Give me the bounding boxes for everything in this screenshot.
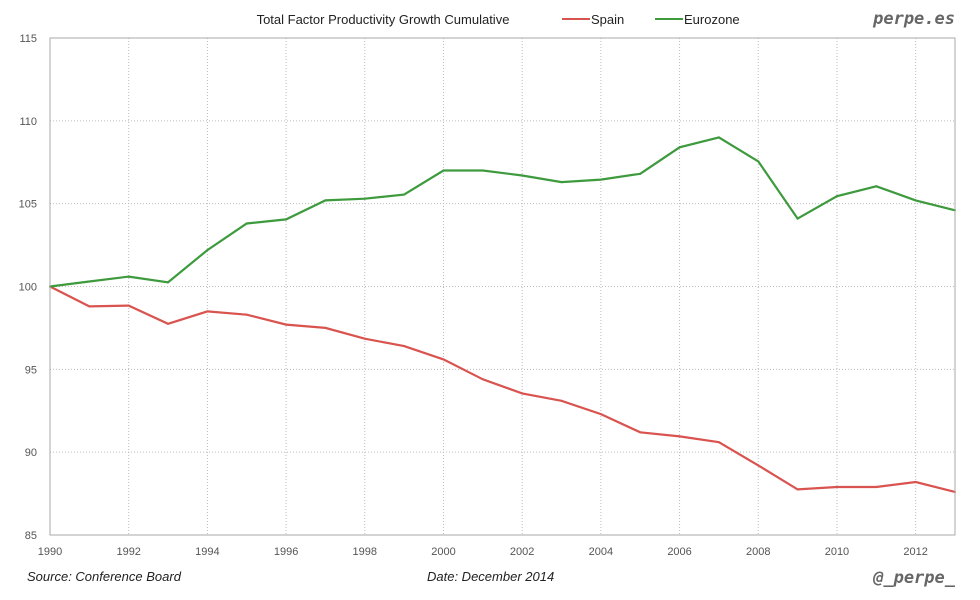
data-point-eurozone [167, 281, 170, 284]
data-point-spain [285, 323, 288, 326]
data-point-spain [914, 480, 917, 483]
data-point-eurozone [875, 185, 878, 188]
x-axis: 1990 1992 1994 1996 1998 2000 2002 2004 2006 2008… [38, 546, 928, 558]
data-point-eurozone [757, 160, 760, 163]
data-point-eurozone [678, 146, 681, 149]
data-point-spain [324, 326, 327, 329]
data-point-spain [521, 392, 524, 395]
data-point-spain [717, 441, 720, 444]
data-point-spain [363, 337, 366, 340]
data-point-spain [403, 345, 406, 348]
data-point-eurozone [599, 178, 602, 181]
x-tick-label: 1996 [274, 546, 298, 558]
data-point-eurozone [324, 199, 327, 202]
data-point-eurozone [245, 222, 248, 225]
data-point-spain [875, 485, 878, 488]
data-point-spain [127, 304, 130, 307]
series-line-eurozone [49, 136, 956, 288]
x-tick-label: 2002 [510, 546, 534, 558]
legend-label-spain: Spain [591, 12, 624, 27]
data-point-spain [599, 413, 602, 416]
handle-watermark: @_perpe_ [872, 568, 956, 588]
plot-frame [49, 37, 956, 536]
data-point-eurozone [88, 280, 91, 283]
data-point-spain [206, 310, 209, 313]
y-tick-label: 90 [25, 447, 37, 459]
data-point-eurozone [442, 169, 445, 172]
data-point-spain [245, 313, 248, 316]
site-watermark: perpe.es [872, 9, 955, 29]
y-tick-label: 85 [25, 530, 37, 542]
data-point-eurozone [521, 174, 524, 177]
data-point-eurozone [717, 136, 720, 139]
x-tick-label: 2004 [589, 546, 613, 558]
data-point-spain [835, 485, 838, 488]
data-point-eurozone [206, 249, 209, 252]
series-line-spain [49, 285, 956, 493]
x-tick-label: 2008 [746, 546, 770, 558]
data-point-spain [678, 435, 681, 438]
y-tick-label: 105 [19, 199, 37, 211]
data-point-eurozone [796, 217, 799, 220]
legend-label-eurozone: Eurozone [684, 12, 740, 27]
grid [49, 37, 955, 536]
x-tick-label: 1998 [353, 546, 377, 558]
data-point-eurozone [835, 195, 838, 198]
y-tick-label: 115 [19, 33, 37, 45]
data-point-spain [481, 378, 484, 381]
y-tick-label: 95 [25, 364, 37, 376]
data-point-spain [442, 358, 445, 361]
x-tick-label: 1990 [38, 546, 62, 558]
data-point-spain [167, 322, 170, 325]
x-tick-label: 2000 [431, 546, 455, 558]
y-tick-label: 110 [19, 116, 37, 128]
data-point-eurozone [127, 275, 130, 278]
data-point-spain [88, 305, 91, 308]
data-point-eurozone [363, 197, 366, 200]
x-tick-label: 1992 [116, 546, 140, 558]
data-point-spain [639, 431, 642, 434]
x-tick-label: 1994 [195, 546, 219, 558]
data-point-spain [757, 464, 760, 467]
data-point-spain [796, 488, 799, 491]
y-axis: 85 90 95 100 105 110 115 [19, 33, 37, 542]
data-point-eurozone [639, 172, 642, 175]
source-note: Source: Conference Board [27, 569, 182, 584]
data-point-eurozone [914, 199, 917, 202]
date-note: Date: December 2014 [427, 569, 554, 584]
chart-title: Total Factor Productivity Growth Cumulat… [257, 12, 510, 27]
data-point-eurozone [481, 169, 484, 172]
x-tick-label: 2012 [903, 546, 927, 558]
data-point-eurozone [285, 218, 288, 221]
data-point-eurozone [403, 193, 406, 196]
data-point-spain [560, 399, 563, 402]
series-lines [49, 136, 956, 493]
y-tick-label: 100 [19, 282, 37, 294]
data-point-eurozone [560, 181, 563, 184]
x-tick-label: 2006 [667, 546, 691, 558]
x-tick-label: 2010 [825, 546, 849, 558]
